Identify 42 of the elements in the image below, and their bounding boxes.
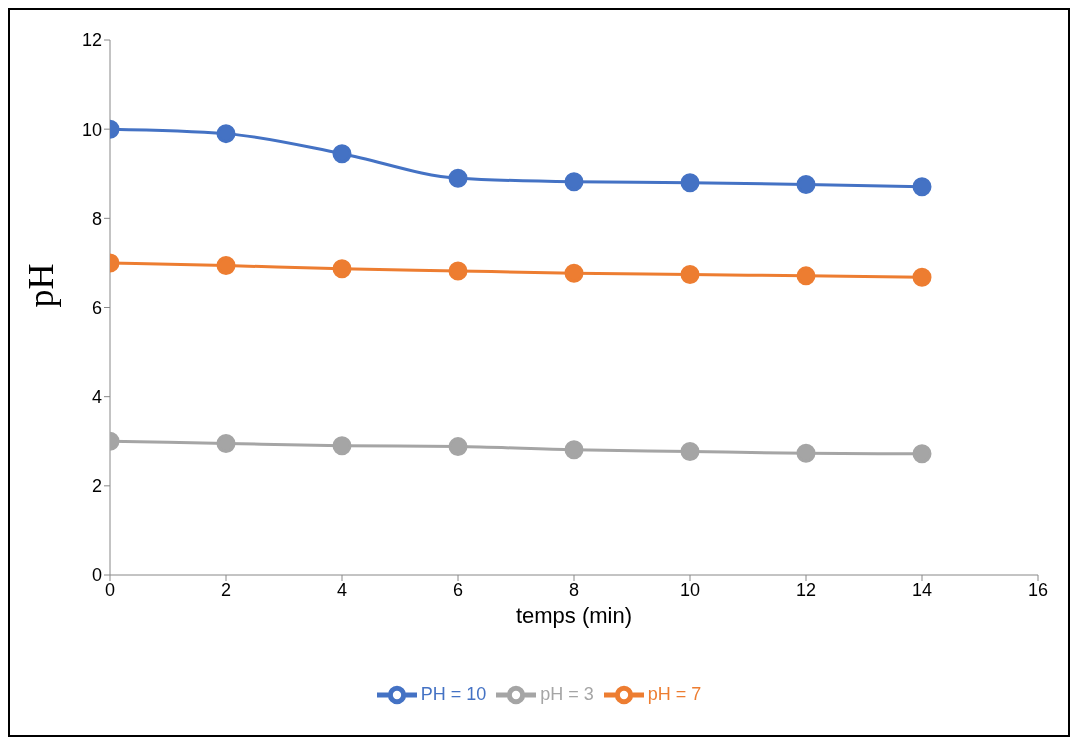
point [564, 263, 584, 283]
point [680, 173, 700, 193]
legend-label: pH = 7 [647, 683, 702, 704]
legend-label: PH = 10 [420, 683, 487, 704]
point [332, 259, 352, 279]
point [796, 174, 816, 194]
x-tick-label: 4 [336, 579, 348, 600]
x-tick-label: 16 [1027, 579, 1049, 600]
y-tick-label: 0 [91, 565, 102, 586]
y-tick-label: 10 [81, 119, 102, 140]
y-tick-label: 2 [91, 476, 102, 497]
point [912, 177, 932, 197]
x-tick-label: 14 [911, 579, 933, 600]
point [448, 261, 468, 281]
x-tick-label: 2 [220, 579, 232, 600]
x-tick-label: 12 [795, 579, 817, 600]
point [332, 436, 352, 456]
point [216, 124, 236, 144]
x-tick-label: 8 [568, 579, 580, 600]
point [796, 266, 816, 286]
x-tick-label: 6 [452, 579, 464, 600]
point [564, 440, 584, 460]
point [216, 433, 236, 453]
y-tick-label: 6 [91, 297, 102, 318]
y-tick-label: 4 [91, 387, 102, 408]
y-tick-label: 12 [81, 30, 102, 51]
y-axis-title: pH [20, 263, 61, 308]
point [796, 443, 816, 463]
point [680, 265, 700, 285]
point [912, 444, 932, 464]
point [332, 144, 352, 164]
legend-label: pH = 3 [540, 683, 594, 704]
point [680, 442, 700, 461]
point [448, 168, 468, 188]
x-tick-label: 0 [104, 579, 116, 600]
point [564, 172, 584, 192]
x-axis-title: temps (min) [515, 603, 633, 628]
y-tick-label: 8 [91, 208, 102, 229]
point [216, 256, 236, 276]
point [448, 437, 468, 457]
x-tick-label: 10 [679, 579, 701, 600]
point [912, 267, 932, 287]
